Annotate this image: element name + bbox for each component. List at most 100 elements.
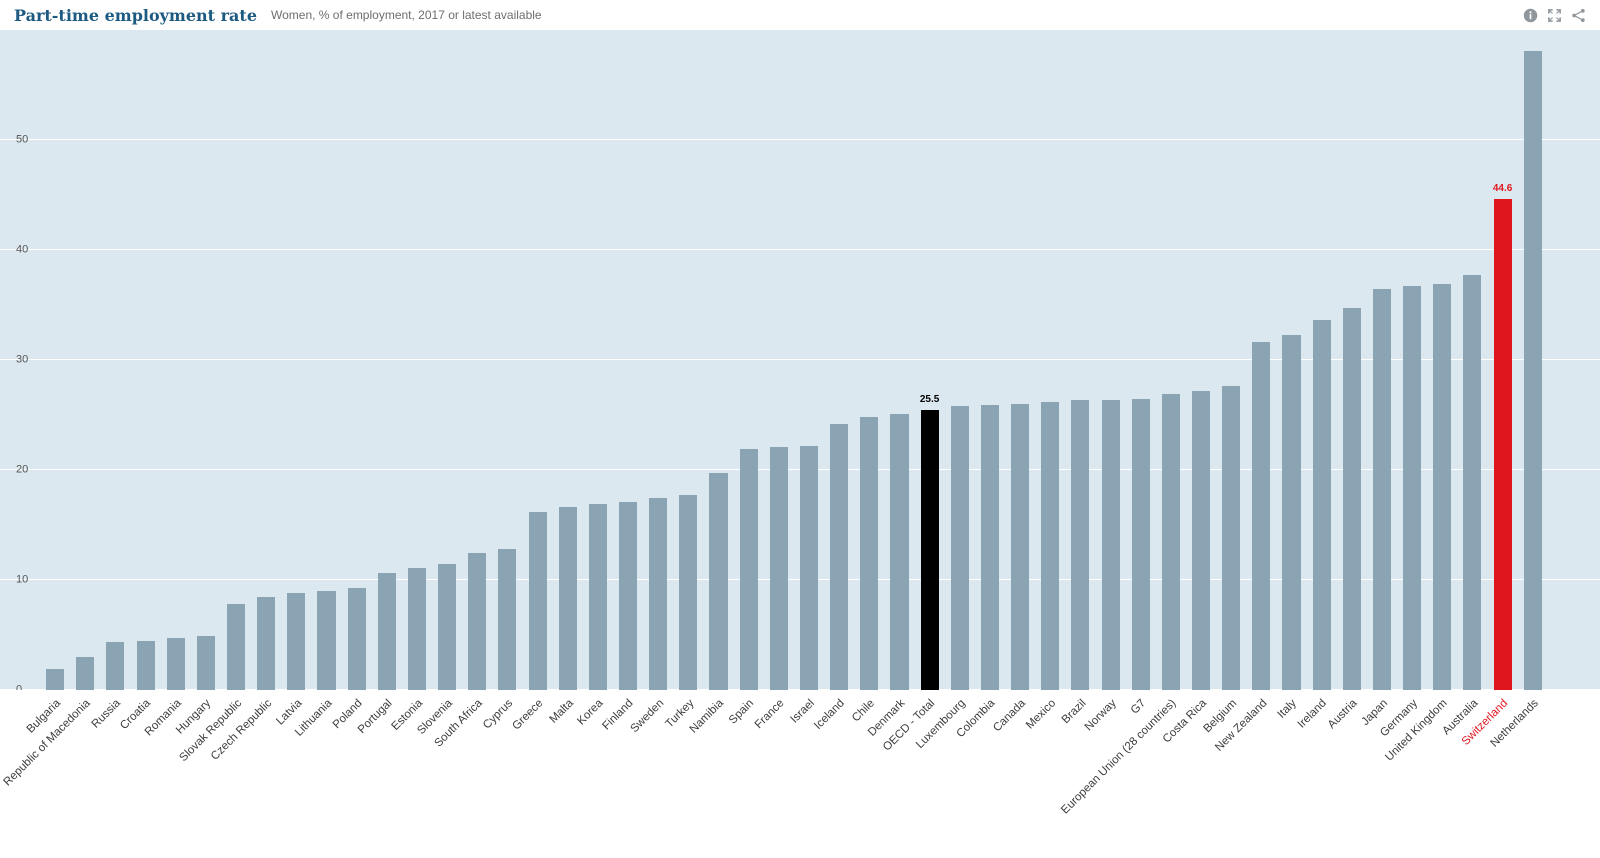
bar-south-africa[interactable] (468, 552, 487, 690)
bar-slot (342, 30, 372, 690)
bar-greece[interactable] (528, 511, 547, 690)
chart-subtitle: Women, % of employment, 2017 or latest a… (271, 8, 542, 22)
x-axis: Bulgaria Republic of Macedonia Russia Croat… (0, 690, 1600, 858)
bar-new-zealand[interactable] (1252, 342, 1271, 690)
y-axis-tick-label: 20 (16, 463, 29, 476)
bar-iceland[interactable] (830, 423, 849, 690)
bar-slot (1186, 30, 1216, 690)
bar-finland[interactable] (619, 501, 638, 690)
bar-korea[interactable] (588, 504, 607, 690)
bar-slot (70, 30, 100, 690)
bar-colombia[interactable] (980, 405, 999, 690)
bar-slot (1307, 30, 1337, 690)
bar-slot (1246, 30, 1276, 690)
bar-slot (643, 30, 673, 690)
bar-slot (251, 30, 281, 690)
bar-denmark[interactable] (890, 413, 909, 690)
y-axis-tick-label: 10 (16, 573, 29, 586)
bar-slot (1126, 30, 1156, 690)
bar-canada[interactable] (1011, 404, 1030, 690)
bar-united-kingdom[interactable] (1433, 284, 1452, 690)
info-icon[interactable] (1523, 8, 1538, 23)
gridline (0, 359, 1600, 360)
bar-poland[interactable] (347, 587, 366, 690)
share-icon[interactable] (1571, 8, 1586, 23)
bar-estonia[interactable] (407, 567, 426, 690)
bar-slot (673, 30, 703, 690)
bar-australia[interactable] (1463, 275, 1482, 690)
y-axis-tick-label: 30 (16, 353, 29, 366)
bar-mexico[interactable] (1041, 401, 1060, 690)
bar-slot (130, 30, 160, 690)
plot-area: 0 10 20 30 40 50 25.5 44.6 (0, 30, 1600, 695)
bar-italy[interactable] (1282, 334, 1301, 690)
bar-lithuania[interactable] (317, 591, 336, 690)
bar-austria[interactable] (1342, 308, 1361, 690)
bar-france[interactable] (769, 446, 788, 690)
bar-slovak-republic[interactable] (226, 604, 246, 690)
bar-slot (523, 30, 553, 690)
bar-brazil[interactable] (1071, 399, 1090, 690)
bar-costa-rica[interactable] (1191, 390, 1211, 690)
bar-malta[interactable] (558, 507, 577, 690)
bar-slot (734, 30, 764, 690)
bar-namibia[interactable] (709, 473, 728, 690)
bar-slot (1095, 30, 1125, 690)
bar-slovenia[interactable] (438, 563, 457, 690)
x-axis-label-cell: New Zealand (1213, 690, 1276, 856)
bar-oecd-total[interactable] (920, 409, 939, 690)
x-axis-labels: Bulgaria Republic of Macedonia Russia Croat… (2, 690, 1548, 856)
bar-slot (794, 30, 824, 690)
bar-slot (161, 30, 191, 690)
bar-chile[interactable] (860, 417, 879, 690)
bar-norway[interactable] (1101, 399, 1120, 690)
bar-slot (824, 30, 854, 690)
bar-european-union-28-countries[interactable] (1161, 394, 1180, 690)
gridline (0, 249, 1600, 250)
bar-slot (1457, 30, 1487, 690)
bar-value-label: 44.6 (1492, 183, 1513, 195)
bar-slot (884, 30, 914, 690)
chart-header: Part-time employment rate Women, % of em… (0, 0, 1600, 30)
bar-croatia[interactable] (136, 640, 155, 690)
bar-slot: 25.5 (915, 30, 945, 690)
x-axis-label-cell: Netherlands (1488, 690, 1548, 856)
bar-bulgaria[interactable] (46, 669, 65, 690)
fullscreen-icon[interactable] (1547, 8, 1562, 23)
x-axis-label-italy: Italy (1275, 697, 1300, 721)
header-toolbar (1523, 8, 1586, 23)
bar-czech-republic[interactable] (257, 596, 276, 690)
bar-hungary[interactable] (196, 636, 215, 690)
bar-g7[interactable] (1131, 398, 1150, 690)
bar-slot (1518, 30, 1548, 690)
bar-slot (764, 30, 794, 690)
bar-romania[interactable] (166, 638, 185, 690)
bar-slot (100, 30, 130, 690)
bar-japan[interactable] (1372, 288, 1391, 690)
bar-slot (372, 30, 402, 690)
bar-portugal[interactable] (377, 573, 396, 690)
bar-slot (703, 30, 733, 690)
bar-slot (613, 30, 643, 690)
bar-sweden[interactable] (649, 497, 668, 690)
bar-netherlands[interactable] (1523, 50, 1542, 690)
bar-israel[interactable] (799, 445, 819, 690)
x-axis-label-chile: Chile (850, 697, 878, 725)
chart-title: Part-time employment rate (14, 5, 257, 25)
bar-russia[interactable] (106, 641, 125, 690)
bar-germany[interactable] (1403, 286, 1422, 690)
bar-slot (1065, 30, 1095, 690)
bar-slot: 44.6 (1488, 30, 1518, 690)
bar-slot (1156, 30, 1186, 690)
bar-belgium[interactable] (1222, 386, 1241, 690)
bar-ireland[interactable] (1312, 320, 1331, 690)
bar-republic-of-macedonia[interactable] (76, 657, 95, 690)
bar-cyprus[interactable] (498, 549, 517, 690)
bar-spain[interactable] (739, 449, 758, 690)
bar-luxembourg[interactable] (950, 406, 969, 690)
bar-slot (1216, 30, 1246, 690)
bar-turkey[interactable] (679, 495, 698, 690)
bar-latvia[interactable] (287, 593, 306, 690)
bar-switzerland[interactable] (1493, 199, 1512, 690)
bar-slot (854, 30, 884, 690)
